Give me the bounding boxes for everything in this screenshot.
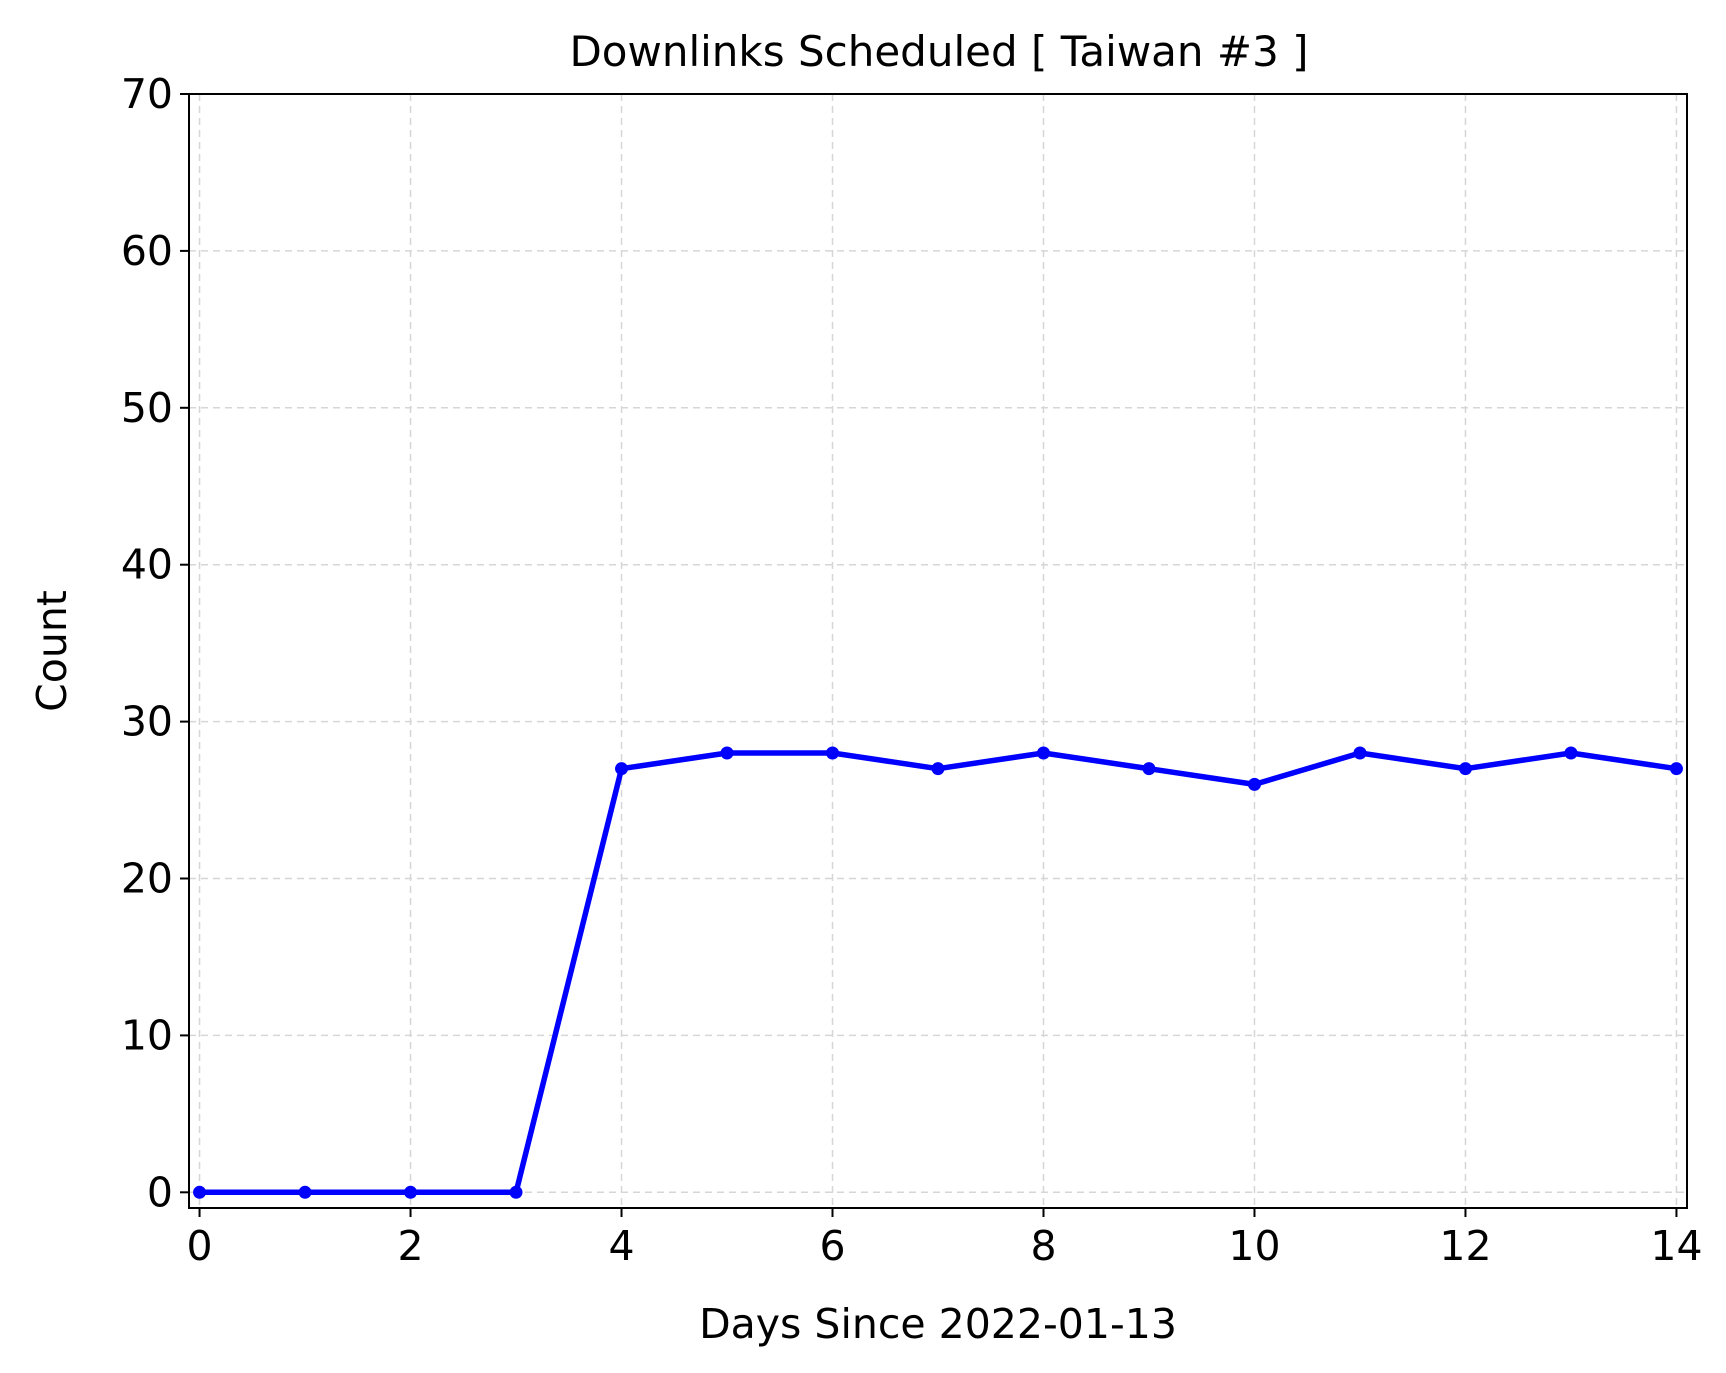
y-tick-label: 0	[147, 1168, 173, 1216]
data-point	[720, 746, 734, 760]
x-axis-label: Days Since 2022-01-13	[699, 1300, 1177, 1348]
y-tick-label: 30	[121, 698, 173, 746]
data-point	[1669, 762, 1683, 776]
data-point	[509, 1185, 523, 1199]
y-tick-label: 20	[121, 855, 173, 903]
x-tick-label: 10	[1228, 1222, 1280, 1270]
data-point	[298, 1185, 312, 1199]
data-point	[1142, 762, 1156, 776]
series-line	[199, 750, 1677, 1196]
y-axis-label: Count	[28, 590, 76, 712]
x-tick-label: 12	[1439, 1222, 1491, 1270]
data-point	[931, 762, 945, 776]
data-point	[1458, 762, 1472, 776]
x-tick-label: 2	[397, 1222, 423, 1270]
y-tick-label: 60	[121, 227, 173, 275]
y-tick-label: 50	[121, 384, 173, 432]
plot-frame	[188, 93, 1688, 1209]
y-tick-label: 10	[121, 1011, 173, 1059]
x-tick-label: 8	[1030, 1222, 1056, 1270]
x-tick-label: 14	[1650, 1222, 1702, 1270]
y-tick-label: 40	[121, 541, 173, 589]
chart-title: Downlinks Scheduled [ Taiwan #3 ]	[569, 27, 1308, 76]
data-point	[193, 1185, 207, 1199]
data-point	[1564, 746, 1578, 760]
data-point	[615, 762, 629, 776]
data-point	[404, 1185, 418, 1199]
data-point	[1036, 746, 1050, 760]
series-group	[193, 746, 1683, 1199]
data-point	[1353, 746, 1367, 760]
data-point	[1247, 777, 1261, 791]
y-tick-label: 70	[121, 70, 173, 118]
x-tick-label: 0	[187, 1222, 213, 1270]
grid	[189, 93, 1687, 1208]
x-tick-label: 4	[608, 1222, 634, 1270]
axis-ticks: 0 2 4 6 8 10 12 14 0 10 20 30 40 50 60 70	[121, 70, 1703, 1270]
x-tick-label: 6	[819, 1222, 845, 1270]
data-point	[826, 746, 840, 760]
